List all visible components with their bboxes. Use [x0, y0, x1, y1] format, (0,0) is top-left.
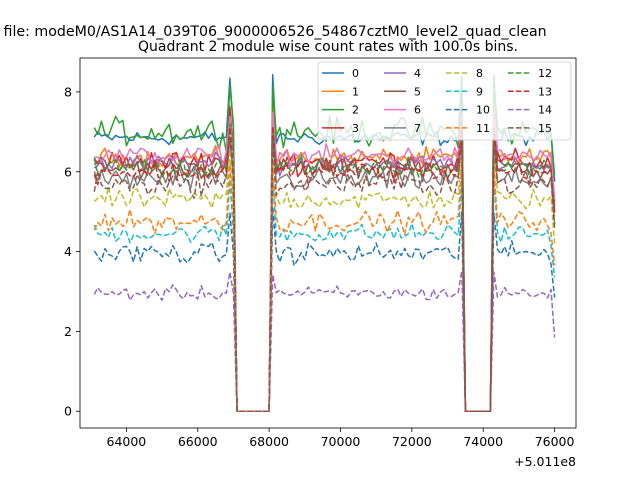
- x-tick-label: 68000: [249, 434, 289, 449]
- y-tick: 8: [64, 84, 80, 99]
- series-line-12: [93, 120, 556, 412]
- legend-entry: 6: [384, 104, 421, 117]
- y-tick-label: 8: [64, 84, 72, 99]
- legend-entry: 15: [508, 122, 552, 135]
- legend-entry: 8: [446, 67, 483, 80]
- legend-entry: 1: [322, 85, 359, 98]
- y-tick-label: 0: [64, 404, 72, 419]
- legend-entry: 14: [508, 104, 552, 117]
- x-tick: 64000: [107, 428, 147, 449]
- legend-label: 1: [352, 85, 359, 98]
- x-axis: 64000 66000 68000 70000 72000 74000 76000: [107, 428, 575, 449]
- legend-entry: 5: [384, 85, 421, 98]
- x-tick: 76000: [535, 428, 575, 449]
- legend-entry: 12: [508, 67, 552, 80]
- legend-label: 7: [414, 122, 421, 135]
- x-tick-label: 70000: [321, 434, 361, 449]
- legend-entry: 0: [322, 67, 359, 80]
- legend-label: 10: [476, 104, 490, 117]
- y-tick: 2: [64, 324, 80, 339]
- series-line-15: [93, 136, 556, 412]
- x-tick-label: 74000: [463, 434, 503, 449]
- legend-label: 8: [476, 67, 483, 80]
- legend-entry: 2: [322, 104, 359, 117]
- legend-entry: 9: [446, 85, 483, 98]
- legend-box: [317, 61, 572, 141]
- y-tick: 4: [64, 244, 80, 259]
- legend-label: 14: [538, 104, 552, 117]
- y-tick-label: 6: [64, 164, 72, 179]
- y-axis: 0 2 4 6 8: [64, 84, 80, 419]
- legend-entry: 3: [322, 122, 359, 135]
- y-tick: 0: [64, 404, 80, 419]
- series-line-10: [93, 206, 556, 412]
- legend-entry: 4: [384, 67, 421, 80]
- y-tick-label: 4: [64, 244, 72, 259]
- legend-label: 3: [352, 122, 359, 135]
- legend-entry: 11: [446, 122, 490, 135]
- legend-label: 4: [414, 67, 421, 80]
- legend-label: 0: [352, 67, 359, 80]
- chart-title: Quadrant 2 module wise count rates with …: [138, 39, 518, 55]
- legend-entry: 7: [384, 122, 421, 135]
- figure-suptitle: n file: modeM0/AS1A14_039T06_9000006526_…: [0, 24, 547, 40]
- legend-label: 15: [538, 122, 552, 135]
- x-tick-label: 66000: [178, 434, 218, 449]
- series-line-13: [93, 125, 556, 412]
- legend-label: 5: [414, 85, 421, 98]
- legend-entry: 13: [508, 85, 552, 98]
- legend-entry: 10: [446, 104, 490, 117]
- y-tick: 6: [64, 164, 80, 179]
- x-tick: 70000: [321, 428, 361, 449]
- x-tick: 74000: [463, 428, 503, 449]
- legend-label: 12: [538, 67, 552, 80]
- x-tick: 72000: [392, 428, 432, 449]
- legend-label: 11: [476, 122, 490, 135]
- legend-label: 2: [352, 104, 359, 117]
- x-tick-label: 72000: [392, 434, 432, 449]
- x-tick: 68000: [249, 428, 289, 449]
- x-tick-label: 64000: [107, 434, 147, 449]
- legend-label: 6: [414, 104, 421, 117]
- x-tick-label: 76000: [535, 434, 575, 449]
- y-tick-label: 2: [64, 324, 72, 339]
- x-tick: 66000: [178, 428, 218, 449]
- legend-label: 13: [538, 85, 552, 98]
- legend-label: 9: [476, 85, 483, 98]
- plot-frame: [79, 57, 577, 429]
- x-offset-label: +5.011e8: [514, 454, 576, 469]
